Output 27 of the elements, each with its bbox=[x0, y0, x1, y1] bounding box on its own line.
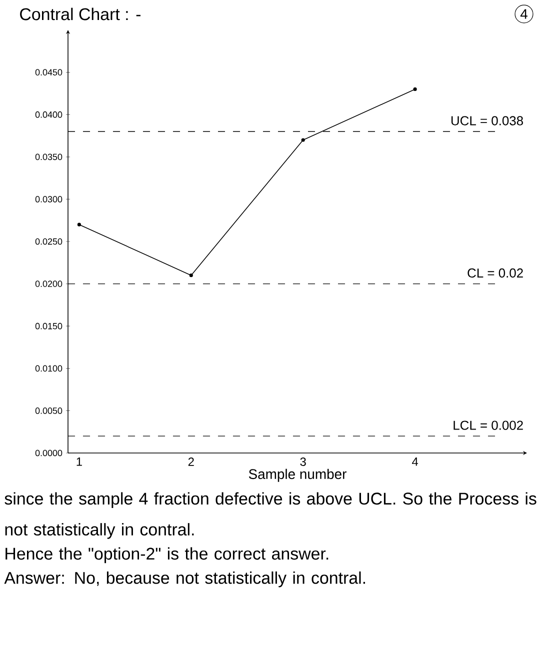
y-tick-label: 0.0000 bbox=[35, 450, 62, 456]
y-tick-label: 0.0150 bbox=[35, 322, 62, 330]
y-tick-label: 0.0250 bbox=[35, 238, 62, 245]
x-tick-label: 1 bbox=[76, 458, 82, 466]
text: 4 bbox=[520, 9, 528, 19]
point bbox=[77, 222, 81, 226]
chart-title: Contral Chart : - bbox=[20, 8, 140, 20]
y-tick-label: 0.0400 bbox=[35, 111, 62, 118]
ref-line-label: CL = 0.02 bbox=[468, 268, 523, 278]
y-tick-label: 0.0200 bbox=[35, 280, 62, 287]
x-tick-label: 4 bbox=[412, 458, 418, 466]
y-tick-label: 0.0050 bbox=[35, 408, 62, 414]
x-tick-label: 2 bbox=[188, 458, 194, 466]
point bbox=[189, 274, 193, 278]
y-tick-label: 0.0350 bbox=[35, 154, 62, 160]
x-tick-label: 3 bbox=[300, 458, 306, 466]
text: Answer: No, because not statistically in contral. bbox=[4, 571, 366, 588]
y-tick-label: 0.0100 bbox=[35, 365, 62, 372]
y-tick-label: 0.0450 bbox=[35, 69, 62, 76]
ref-line-label: LCL = 0.002 bbox=[454, 420, 523, 430]
x-axis-title: Sample number bbox=[248, 468, 346, 482]
text: Hence the "option-2" is the correct answer. bbox=[6, 547, 328, 564]
text: since the sample 4 fraction defective is above UCL. So the Process is not statistically in contral. bbox=[4, 492, 536, 539]
point bbox=[413, 87, 417, 92]
ref-line-label: UCL = 0.038 bbox=[451, 116, 523, 126]
y-tick-label: 0.0300 bbox=[35, 196, 62, 202]
point bbox=[301, 138, 305, 142]
